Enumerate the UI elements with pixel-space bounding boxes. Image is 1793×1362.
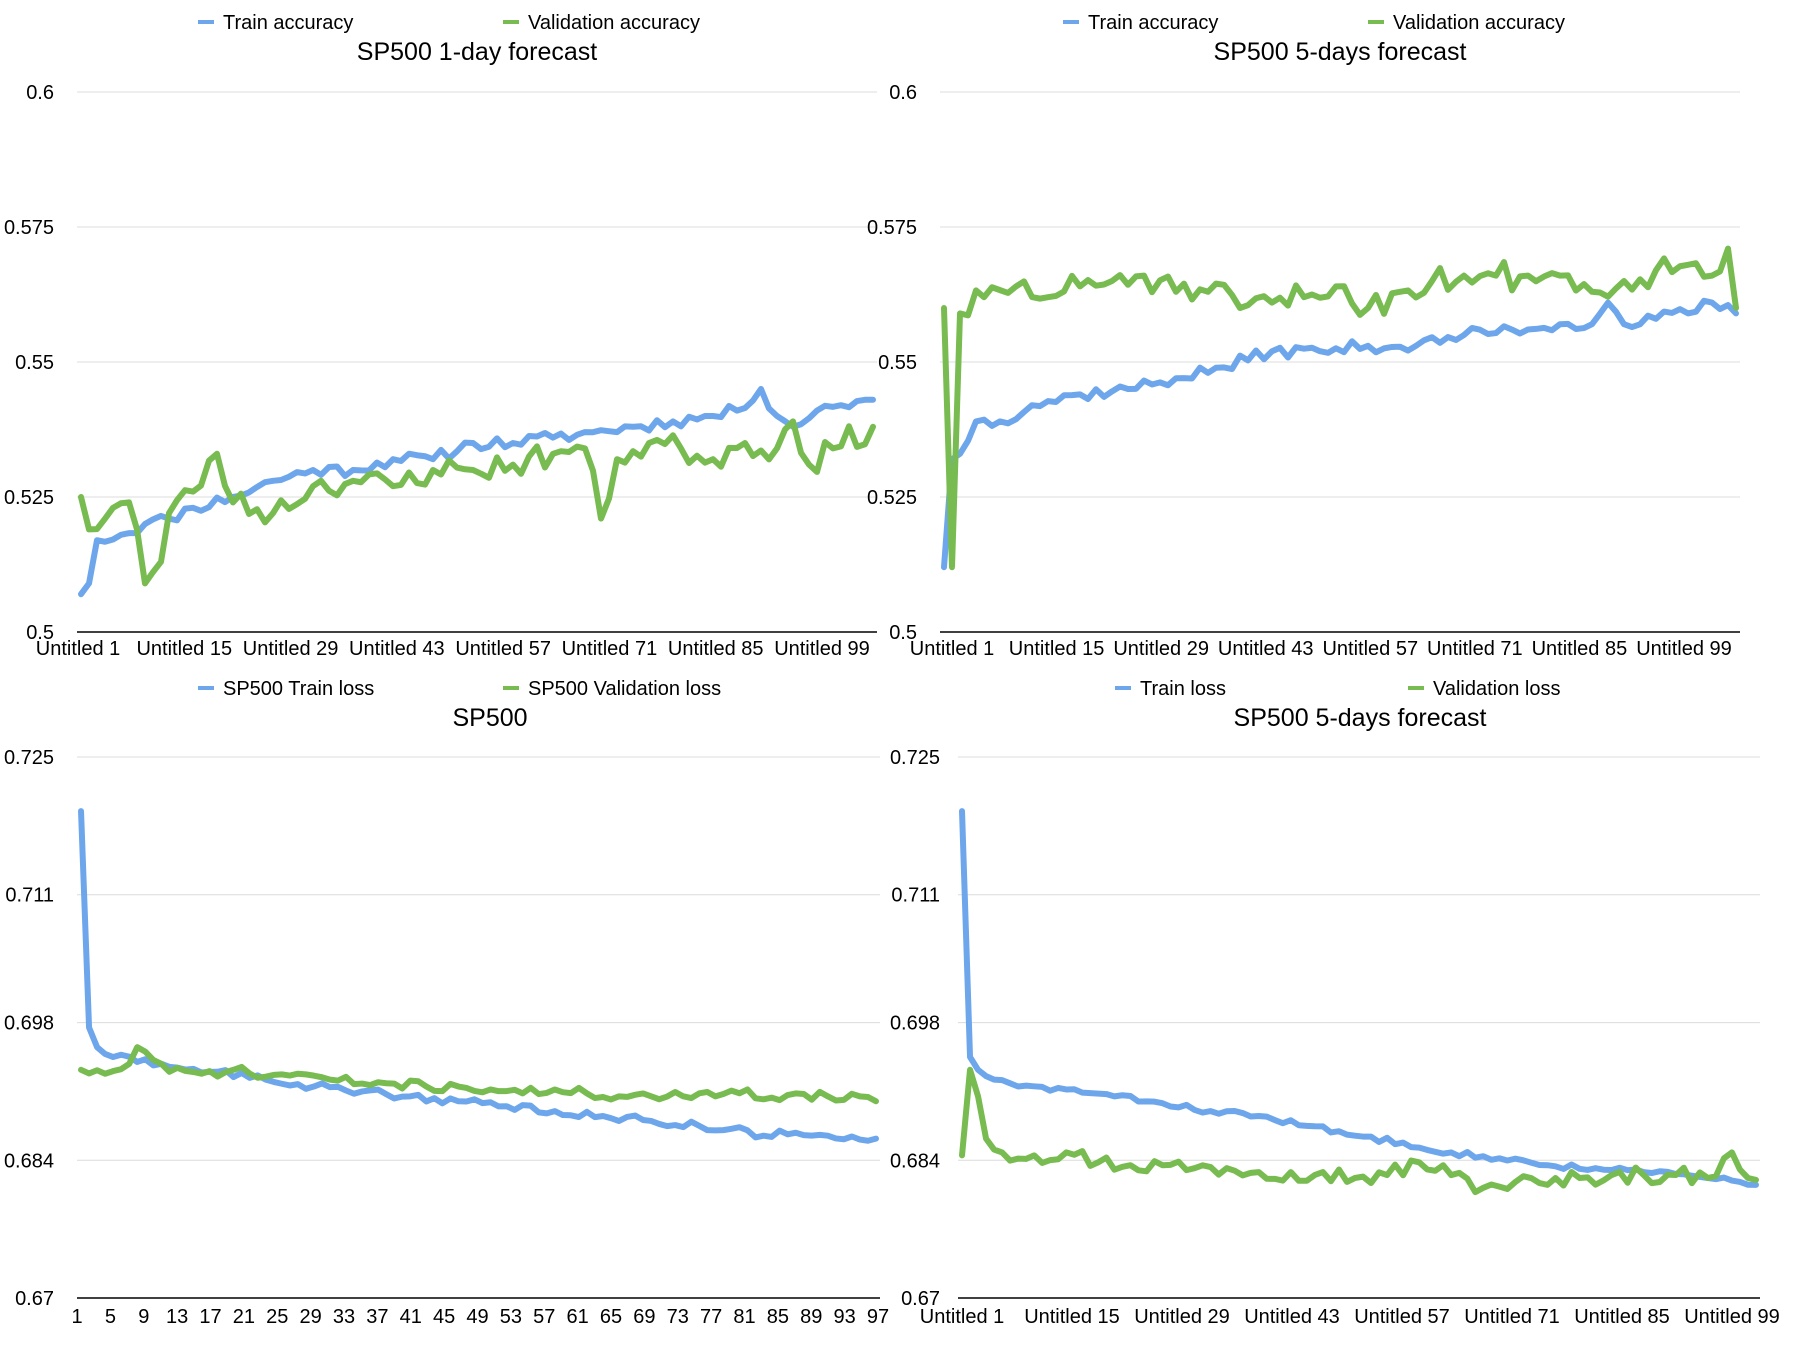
chart-sp500-loss: 0.67 0.684 0.698 0.711 0.725 1 5 9 13 17 21 25 29 33 3… (4, 678, 889, 1328)
x-tick-label: Untitled 71 (562, 638, 658, 660)
chart-title: SP500 (452, 704, 527, 732)
y-tick-label: 0.725 (890, 747, 940, 769)
legend-label: Validation accuracy (528, 12, 700, 34)
x-tick-label: Untitled 29 (1134, 1306, 1230, 1328)
x-tick-label: 73 (667, 1306, 689, 1328)
x-tick-label: Untitled 15 (1009, 638, 1105, 660)
x-tick-label: 29 (300, 1306, 322, 1328)
x-tick-label: Untitled 15 (1024, 1306, 1120, 1328)
x-tick-label: 61 (567, 1306, 589, 1328)
legend-label: SP500 Validation loss (528, 678, 721, 700)
series-line-train (78, 386, 876, 598)
x-tick-label: Untitled 43 (349, 638, 445, 660)
y-tick-label: 0.684 (890, 1150, 940, 1172)
x-tick-label: Untitled 1 (910, 638, 995, 660)
x-tick-label: Untitled 85 (1574, 1306, 1670, 1328)
x-tick-label: Untitled 85 (668, 638, 764, 660)
x-tick-label: 53 (500, 1306, 522, 1328)
y-tick-label: 0.725 (4, 747, 54, 769)
x-tick-label: 25 (266, 1306, 288, 1328)
x-tick-label: 13 (166, 1306, 188, 1328)
x-tick-label: Untitled 15 (136, 638, 232, 660)
legend-label: Train loss (1140, 678, 1226, 700)
y-tick-label: 0.575 (4, 217, 54, 239)
chart-sp500-5-days-accuracy: 0.5 0.525 0.55 0.575 0.6 Untitled 1 Untitled 1… (867, 12, 1740, 660)
x-tick-label: Untitled 57 (455, 638, 551, 660)
legend-label: Validation accuracy (1393, 12, 1565, 34)
x-tick-label: Untitled 1 (36, 638, 121, 660)
y-tick-label: 0.6 (26, 82, 54, 104)
x-tick-label: 45 (433, 1306, 455, 1328)
x-tick-label: 85 (767, 1306, 789, 1328)
x-tick-label: 81 (733, 1306, 755, 1328)
x-tick-label: 77 (700, 1306, 722, 1328)
x-tick-label: 37 (366, 1306, 388, 1328)
x-tick-label: 21 (233, 1306, 255, 1328)
x-tick-label: Untitled 99 (1684, 1306, 1780, 1328)
chart-title: SP500 5-days forecast (1214, 38, 1467, 66)
x-tick-label: Untitled 29 (243, 638, 339, 660)
x-tick-label: Untitled 99 (1636, 638, 1732, 660)
legend-label: SP500 Train loss (223, 678, 374, 700)
x-tick-label: Untitled 43 (1218, 638, 1314, 660)
chart-sp500-1-day-accuracy: 0.5 0.525 0.55 0.575 0.6 Untitled 1 Untitled 1… (4, 12, 877, 660)
y-tick-label: 0.67 (15, 1288, 54, 1310)
y-tick-label: 0.711 (891, 885, 940, 907)
x-tick-label: 65 (600, 1306, 622, 1328)
chart-title: SP500 5-days forecast (1234, 704, 1487, 732)
chart-title: SP500 1-day forecast (357, 38, 597, 66)
x-tick-label: 5 (105, 1306, 116, 1328)
y-tick-label: 0.5 (889, 622, 917, 644)
y-tick-label: 0.684 (4, 1150, 54, 1172)
series-line-train (959, 808, 1759, 1188)
y-tick-label: 0.55 (15, 352, 54, 374)
y-tick-label: 0.6 (889, 82, 917, 104)
y-tick-label: 0.55 (878, 352, 917, 374)
x-tick-label: Untitled 43 (1244, 1306, 1340, 1328)
series-line-train (941, 297, 1739, 571)
x-tick-label: 9 (138, 1306, 149, 1328)
legend-label: Validation loss (1433, 678, 1560, 700)
chart-sp500-5-days-loss: 0.67 0.684 0.698 0.711 0.725 Untitled 1 Untitl… (890, 678, 1780, 1328)
x-tick-label: 1 (71, 1306, 82, 1328)
x-tick-label: 69 (633, 1306, 655, 1328)
y-tick-label: 0.711 (5, 885, 54, 907)
x-tick-label: 57 (533, 1306, 555, 1328)
x-tick-label: Untitled 85 (1532, 638, 1628, 660)
x-tick-label: Untitled 57 (1354, 1306, 1450, 1328)
series-line-validation (78, 418, 876, 587)
x-tick-label: 93 (834, 1306, 856, 1328)
y-tick-label: 0.525 (867, 487, 917, 509)
y-tick-label: 0.67 (901, 1288, 940, 1310)
y-tick-label: 0.525 (4, 487, 54, 509)
series-line-validation (941, 245, 1739, 571)
x-tick-label: 49 (466, 1306, 488, 1328)
legend-label: Train accuracy (1088, 12, 1218, 34)
x-tick-label: 33 (333, 1306, 355, 1328)
x-tick-label: 89 (800, 1306, 822, 1328)
x-tick-label: Untitled 99 (774, 638, 870, 660)
series-line-validation (78, 1044, 879, 1105)
x-tick-label: 97 (867, 1306, 889, 1328)
x-tick-label: Untitled 71 (1464, 1306, 1560, 1328)
y-tick-label: 0.698 (890, 1013, 940, 1035)
x-tick-label: 17 (199, 1306, 221, 1328)
x-tick-label: Untitled 29 (1113, 638, 1209, 660)
y-tick-label: 0.5 (26, 622, 54, 644)
legend-label: Train accuracy (223, 12, 353, 34)
x-tick-label: Untitled 57 (1322, 638, 1418, 660)
x-tick-label: Untitled 71 (1427, 638, 1523, 660)
x-tick-label: 41 (400, 1306, 422, 1328)
x-tick-label: Untitled 1 (920, 1306, 1005, 1328)
y-tick-label: 0.698 (4, 1013, 54, 1035)
y-tick-label: 0.575 (867, 217, 917, 239)
series-line-validation (959, 1066, 1759, 1196)
